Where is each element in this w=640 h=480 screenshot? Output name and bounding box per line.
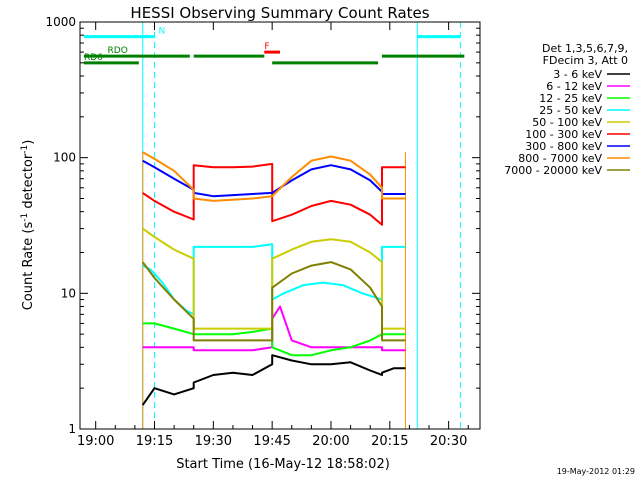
y-axis-label-sup1: -1: [20, 213, 30, 222]
series-line-2: [142, 322, 406, 357]
plot-frame: [79, 21, 481, 430]
y-tick-label: 10: [61, 286, 76, 300]
flag-label-n: N: [159, 27, 166, 37]
legend-entry-label: 100 - 300 keV: [525, 128, 602, 141]
legend-entry-label: 800 - 7000 keV: [518, 152, 602, 165]
legend-entry-label: 7000 - 20000 keV: [504, 164, 602, 177]
legend-header-line: Det 1,3,5,6,7,9,: [542, 42, 628, 55]
legend-entry-label: 50 - 100 keV: [532, 116, 602, 129]
y-axis-label-end: ): [21, 140, 36, 145]
series-line-1: [142, 305, 406, 352]
flag-label-f: F: [264, 42, 269, 52]
series-line-3: [142, 243, 406, 316]
x-tick-label: 19:15: [136, 434, 173, 449]
legend-entry-label: 12 - 25 keV: [539, 92, 602, 105]
x-tick-label: 19:00: [77, 434, 114, 449]
y-axis-label-sup2: -1: [20, 145, 30, 154]
y-axis-label: Count Rate (s-1 detector-1): [20, 140, 36, 311]
legend-header-line: FDecim 3, Att 0: [543, 54, 628, 67]
chart-title: HESSI Observing Summary Count Rates: [130, 4, 429, 22]
flag-label-rd6: RD6: [84, 53, 103, 63]
x-tick-label: 19:30: [195, 434, 232, 449]
series-line-7: [142, 151, 406, 202]
x-axis-label: Start Time (16-May-12 18:58:02): [176, 457, 390, 472]
legend-entry-label: 3 - 6 keV: [553, 68, 602, 81]
x-tick-label: 20:30: [430, 434, 467, 449]
series-line-5: [142, 162, 406, 226]
y-tick-label: 100: [53, 151, 76, 165]
series-line-8: [141, 261, 406, 342]
legend-entry-label: 25 - 50 keV: [539, 104, 602, 117]
observing-flags: N F RDO RD6: [83, 27, 465, 65]
legend-entry-label: 6 - 12 keV: [546, 80, 602, 93]
x-tick-label: 20:00: [312, 434, 349, 449]
vertical-markers: [142, 22, 461, 429]
flag-label-rdo: RDO: [108, 46, 128, 56]
series-line-4: [142, 227, 406, 330]
y-tick-label: 1000: [45, 15, 76, 29]
y-axis-label-mid: detector: [21, 153, 36, 213]
y-tick-label: 1: [68, 422, 76, 436]
footer-date: 19-May-2012 01:29: [557, 467, 635, 476]
series-line-0: [141, 354, 406, 406]
x-axis-ticks: 19:00 19:15 19:30 19:45 20:00 20:15 20:30: [77, 22, 469, 449]
legend-entry-label: 300 - 800 keV: [525, 140, 602, 153]
y-axis-label-main: Count Rate (s: [21, 222, 36, 311]
x-tick-label: 19:45: [253, 434, 290, 449]
legend: Det 1,3,5,6,7,9,FDecim 3, Att 03 - 6 keV…: [504, 42, 630, 177]
x-tick-label: 20:15: [371, 434, 408, 449]
y-axis-ticks: 1 10 100 1000: [45, 15, 480, 436]
series-lines: [141, 151, 406, 406]
